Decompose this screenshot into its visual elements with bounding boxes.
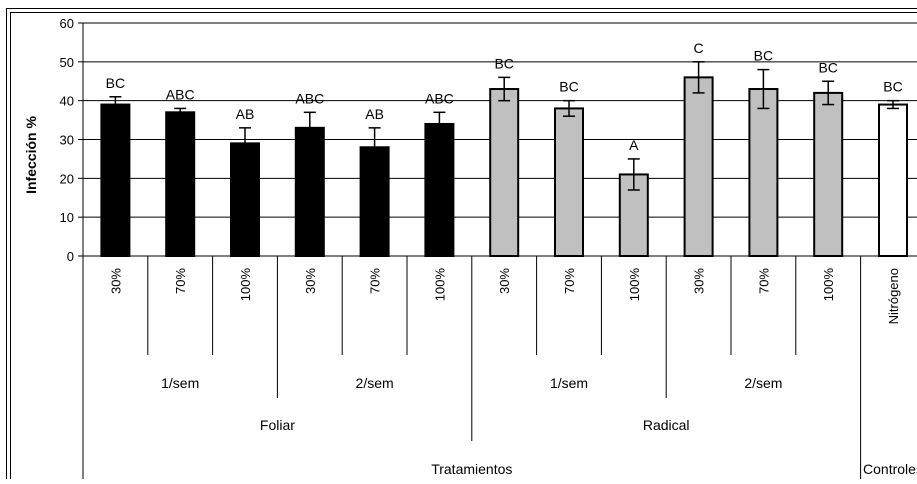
- bar: [231, 143, 259, 256]
- significance-letter: AB: [236, 106, 255, 122]
- outer-frame: [7, 9, 917, 480]
- bar: [101, 105, 129, 256]
- significance-letter: BC: [883, 79, 902, 95]
- category-label: 30%: [692, 268, 707, 294]
- category-label: 30%: [303, 268, 318, 294]
- y-tick-label: 40: [60, 94, 74, 109]
- bar: [555, 108, 583, 256]
- significance-letter: BC: [494, 55, 513, 71]
- bar: [749, 89, 777, 256]
- bar: [296, 128, 324, 256]
- frequency-group-label: 1/sem: [161, 375, 199, 391]
- significance-letter: ABC: [295, 90, 324, 106]
- category-label: 100%: [238, 268, 253, 302]
- category-label: 100%: [432, 268, 447, 302]
- significance-letter: ABC: [425, 90, 454, 106]
- significance-letter: C: [694, 40, 704, 56]
- frequency-group-label: 2/sem: [744, 375, 782, 391]
- category-label: Nitrógeno: [886, 268, 901, 324]
- treatment-group-label: Tratamientos: [431, 461, 512, 477]
- y-tick-label: 0: [67, 249, 74, 264]
- bar: [879, 105, 907, 256]
- category-label: 30%: [108, 268, 123, 294]
- significance-letter: AB: [365, 106, 384, 122]
- application-group-label: Radical: [643, 417, 690, 433]
- category-label: 100%: [627, 268, 642, 302]
- significance-letter: BC: [818, 59, 837, 75]
- bar: [685, 77, 713, 256]
- category-label: 70%: [756, 268, 771, 294]
- bar: [814, 93, 842, 256]
- y-tick-label: 30: [60, 133, 74, 148]
- y-axis-label: Infección %: [23, 116, 39, 194]
- category-label: 100%: [821, 268, 836, 302]
- significance-letter: A: [629, 137, 639, 153]
- category-label: 70%: [368, 268, 383, 294]
- bar: [490, 89, 518, 256]
- category-label: 70%: [173, 268, 188, 294]
- bar: [166, 112, 194, 256]
- frequency-group-label: 2/sem: [356, 375, 394, 391]
- bar: [425, 124, 453, 256]
- frequency-group-label: 1/sem: [550, 375, 588, 391]
- y-tick-label: 20: [60, 171, 74, 186]
- category-label: 70%: [562, 268, 577, 294]
- y-tick-label: 60: [60, 16, 74, 31]
- significance-letter: BC: [754, 48, 773, 64]
- y-tick-label: 10: [60, 210, 74, 225]
- category-label: 30%: [497, 268, 512, 294]
- y-tick-label: 50: [60, 55, 74, 70]
- significance-letter: BC: [559, 79, 578, 95]
- significance-letter: ABC: [166, 86, 195, 102]
- significance-letter: BC: [106, 75, 125, 91]
- treatment-group-label: Controles: [863, 461, 917, 477]
- application-group-label: Foliar: [260, 417, 295, 433]
